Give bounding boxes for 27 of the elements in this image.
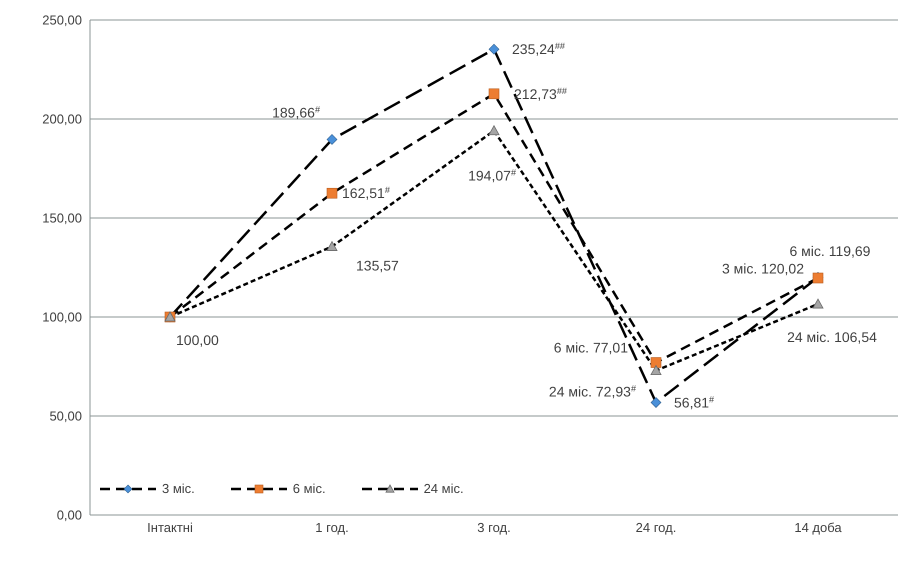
- data-label: 135,57: [356, 258, 400, 274]
- legend-label: 6 міс.: [292, 481, 326, 496]
- x-tick-label: Інтактні: [147, 520, 193, 536]
- data-label: 6 міс. 77,01: [554, 340, 628, 356]
- data-label: 235,24$^{##}$: [512, 41, 566, 58]
- x-tick-label: 24 год.: [636, 520, 676, 536]
- y-tick-label: 50,00: [49, 408, 82, 424]
- x-tick-label: 1 год.: [315, 520, 349, 536]
- legend-label: 24 міс.: [424, 481, 464, 496]
- y-tick-label: 100,00: [42, 310, 82, 325]
- y-tick-label: 0,00: [56, 508, 82, 523]
- data-label: 100,00: [176, 332, 220, 348]
- data-label: 194,07$^{#}$: [468, 168, 517, 184]
- y-tick-label: 250,00: [42, 12, 82, 28]
- x-tick-label: 3 год.: [477, 520, 511, 536]
- data-label: 56,81$^{#}$: [674, 394, 716, 411]
- y-tick-label: 200,00: [42, 112, 82, 127]
- x-tick-label: 14 доба: [794, 520, 842, 536]
- data-label: 3 міс. 120,02: [722, 260, 804, 276]
- data-label: 24 міс. 106,54: [787, 329, 878, 346]
- data-label: 189,66$^{#}$: [272, 104, 321, 120]
- data-label: 162,51$^{#}$: [342, 185, 391, 202]
- y-tick-label: 150,00: [42, 210, 82, 226]
- data-label: 212,73$^{##}$: [514, 86, 568, 102]
- data-label: 24 міс. 72,93$^{#}$: [548, 384, 637, 400]
- data-label: 6 міс. 119,69: [790, 243, 871, 260]
- legend-label: 3 міс.: [162, 481, 195, 496]
